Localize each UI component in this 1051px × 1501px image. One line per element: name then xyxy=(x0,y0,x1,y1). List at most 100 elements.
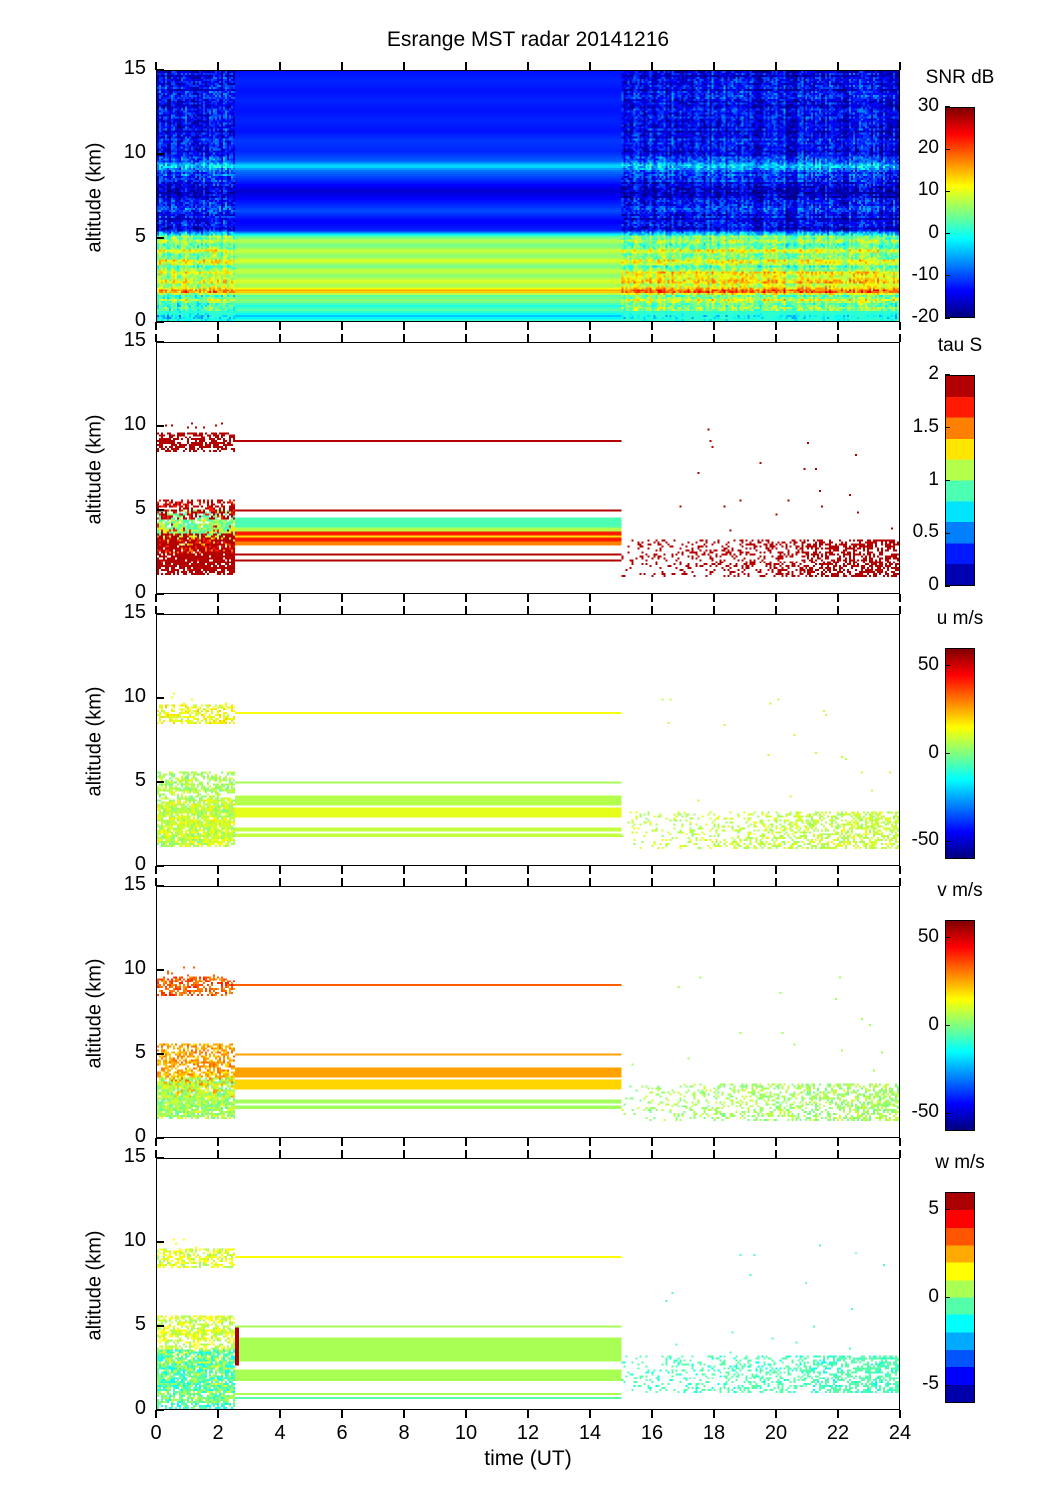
colorbar-tick xyxy=(945,752,950,755)
colorbar-gradient-snr xyxy=(946,108,974,317)
tau-heatmap xyxy=(157,343,899,593)
colorbar-tick-label: 0 xyxy=(928,221,939,243)
x-tick xyxy=(465,594,467,602)
y-tick xyxy=(156,1137,164,1139)
y-tick-label: 15 xyxy=(123,57,146,79)
colorbar-snr xyxy=(945,107,975,318)
colorbar-tick-label: 0 xyxy=(928,1285,939,1307)
x-tick-top xyxy=(589,334,591,342)
x-tick xyxy=(713,322,715,330)
x-tick xyxy=(279,866,281,874)
x-tick-top xyxy=(837,878,839,886)
x-tick xyxy=(279,322,281,330)
x-tick-top xyxy=(279,62,281,70)
x-tick-top xyxy=(837,334,839,342)
x-tick xyxy=(899,322,901,330)
x-tick xyxy=(217,594,219,602)
panel-w xyxy=(156,1158,900,1410)
y-tick xyxy=(156,1053,164,1055)
colorbar-gradient-v xyxy=(946,921,974,1130)
colorbar-tick-label: -5 xyxy=(922,1373,939,1395)
x-tick xyxy=(589,322,591,330)
w-heatmap xyxy=(157,1159,899,1409)
x-tick-label: 4 xyxy=(274,1422,286,1444)
x-tick-top xyxy=(341,606,343,614)
x-tick-top xyxy=(775,1150,777,1158)
x-tick xyxy=(589,594,591,602)
colorbar-tick xyxy=(945,275,950,277)
y-tick xyxy=(156,321,164,323)
colorbar-tick-label: -50 xyxy=(911,1101,939,1123)
x-tick-top xyxy=(155,606,157,614)
x-tick-top xyxy=(403,606,405,614)
x-tick xyxy=(217,322,219,330)
x-tick xyxy=(341,866,343,874)
y-tick xyxy=(156,865,164,867)
x-tick-label: 8 xyxy=(398,1422,410,1444)
x-tick xyxy=(713,594,715,602)
x-tick-top xyxy=(465,878,467,886)
x-tick-top xyxy=(465,606,467,614)
y-tick-label: 0 xyxy=(134,853,146,875)
x-tick-top xyxy=(589,62,591,70)
x-tick xyxy=(403,594,405,602)
x-tick-label: 10 xyxy=(454,1422,478,1444)
x-tick xyxy=(279,594,281,602)
y-tick xyxy=(156,237,164,239)
y-tick-label: 15 xyxy=(123,873,146,895)
colorbar-title-snr: SNR dB xyxy=(925,67,995,88)
colorbar-tick xyxy=(945,1112,950,1115)
colorbar-tick-label: 0 xyxy=(928,1013,939,1035)
x-tick-top xyxy=(155,1150,157,1158)
x-tick xyxy=(403,322,405,330)
x-tick xyxy=(713,866,715,874)
x-tick xyxy=(155,866,157,874)
x-tick-top xyxy=(527,62,529,70)
u-heatmap xyxy=(157,615,899,865)
x-tick xyxy=(651,322,653,330)
x-tick-top xyxy=(775,878,777,886)
figure-title: Esrange MST radar 20141216 xyxy=(386,28,670,51)
y-tick-label: 10 xyxy=(123,685,146,707)
x-tick xyxy=(775,594,777,602)
y-tick xyxy=(156,153,164,155)
panel-snr-ylabel: altitude (km) xyxy=(83,142,106,253)
colorbar-tick xyxy=(945,148,950,150)
x-tick-top xyxy=(651,334,653,342)
x-tick-label: 6 xyxy=(336,1422,348,1444)
colorbar-tick xyxy=(945,1296,950,1299)
x-tick xyxy=(279,1410,281,1418)
x-tick xyxy=(403,1410,405,1418)
x-tick xyxy=(465,1410,467,1418)
x-tick xyxy=(837,1410,839,1418)
x-tick-top xyxy=(403,334,405,342)
x-tick xyxy=(341,594,343,602)
colorbar-tick-label: -20 xyxy=(911,306,939,327)
x-tick-top xyxy=(651,62,653,70)
colorbar-tick xyxy=(945,317,950,319)
x-tick-top xyxy=(899,606,901,614)
x-tick-top xyxy=(899,1150,901,1158)
x-tick-top xyxy=(651,878,653,886)
x-tick-top xyxy=(589,606,591,614)
y-tick xyxy=(156,593,164,595)
y-tick xyxy=(156,425,164,427)
y-tick-label: 0 xyxy=(134,309,146,331)
y-tick xyxy=(156,1157,164,1159)
colorbar-tick xyxy=(945,1208,950,1211)
colorbar-v xyxy=(945,920,975,1131)
x-tick-label: 14 xyxy=(578,1422,602,1444)
x-tick-top xyxy=(217,1150,219,1158)
colorbar-tick xyxy=(945,936,950,939)
x-tick xyxy=(651,1138,653,1146)
x-tick-top xyxy=(589,878,591,886)
y-tick xyxy=(156,1409,164,1411)
x-tick-top xyxy=(837,606,839,614)
colorbar-tick xyxy=(945,664,950,667)
panel-tau-ylabel: altitude (km) xyxy=(83,414,106,525)
y-tick xyxy=(156,885,164,887)
x-tick xyxy=(589,1410,591,1418)
x-tick xyxy=(217,1138,219,1146)
y-tick-label: 15 xyxy=(123,329,146,351)
